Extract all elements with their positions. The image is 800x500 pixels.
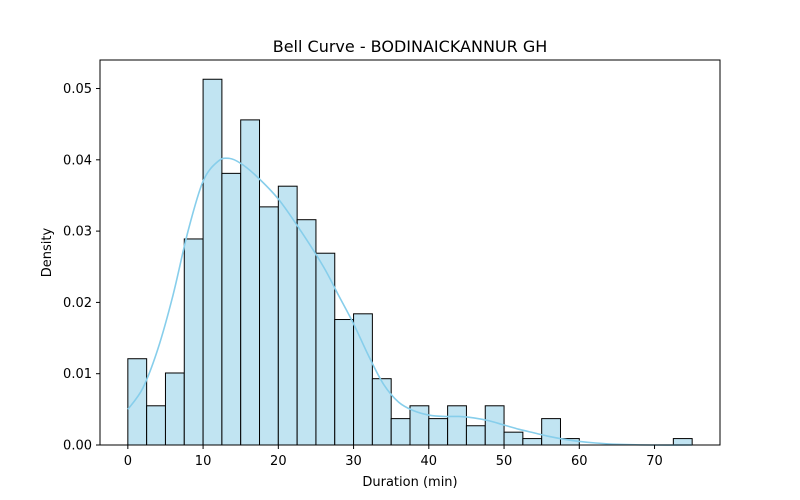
histogram-bar <box>221 172 242 446</box>
histogram-bar <box>259 206 279 446</box>
x-tick-label: 30 <box>345 454 362 469</box>
plot-frame <box>99 59 721 446</box>
histogram-bar <box>484 405 505 446</box>
x-axis-label: Duration (min) <box>362 475 457 490</box>
x-tick-label: 60 <box>571 454 588 469</box>
kde-line <box>127 157 693 446</box>
y-tick-label: 0.01 <box>63 367 92 382</box>
histogram-bar <box>353 313 373 446</box>
histogram-bar <box>277 185 298 446</box>
kde-group <box>127 157 693 446</box>
histogram-bar <box>541 418 561 446</box>
histogram-bar <box>409 405 430 446</box>
histogram-bar <box>202 78 223 446</box>
chart-title: Bell Curve - BODINAICKANNUR GH <box>273 37 548 56</box>
y-tick-label: 0.03 <box>63 225 92 240</box>
y-tick-label: 0.05 <box>63 82 92 97</box>
x-tick-label: 0 <box>124 454 132 469</box>
histogram-bar <box>522 438 543 446</box>
histogram-bar <box>183 238 204 446</box>
histogram-bar <box>503 431 524 446</box>
histogram-bar <box>390 418 411 446</box>
x-tick-label: 20 <box>270 454 287 469</box>
histogram-bar <box>296 219 317 446</box>
x-axis-ticks: 0 10 20 30 40 50 60 70 <box>124 445 663 469</box>
histogram-bar <box>146 405 166 446</box>
y-axis-ticks: 0.00 0.01 0.02 0.03 0.04 0.05 <box>63 82 100 454</box>
y-tick-label: 0.02 <box>63 296 92 311</box>
histogram-bar <box>672 438 693 446</box>
bars-group <box>127 78 693 446</box>
x-tick-label: 10 <box>195 454 212 469</box>
x-tick-label: 40 <box>421 454 438 469</box>
histogram-bar <box>428 418 449 446</box>
x-tick-label: 70 <box>646 454 663 469</box>
histogram-bar <box>164 372 185 446</box>
x-tick-label: 50 <box>496 454 513 469</box>
histogram-bar <box>127 358 148 446</box>
histogram-bar <box>447 405 467 446</box>
y-tick-label: 0.00 <box>63 439 92 454</box>
y-tick-label: 0.04 <box>63 153 92 168</box>
histogram-bar <box>371 378 392 446</box>
y-axis-label: Density <box>40 227 55 277</box>
histogram-bar <box>240 119 261 446</box>
histogram-bar <box>334 319 355 446</box>
histogram-bar <box>465 425 486 446</box>
